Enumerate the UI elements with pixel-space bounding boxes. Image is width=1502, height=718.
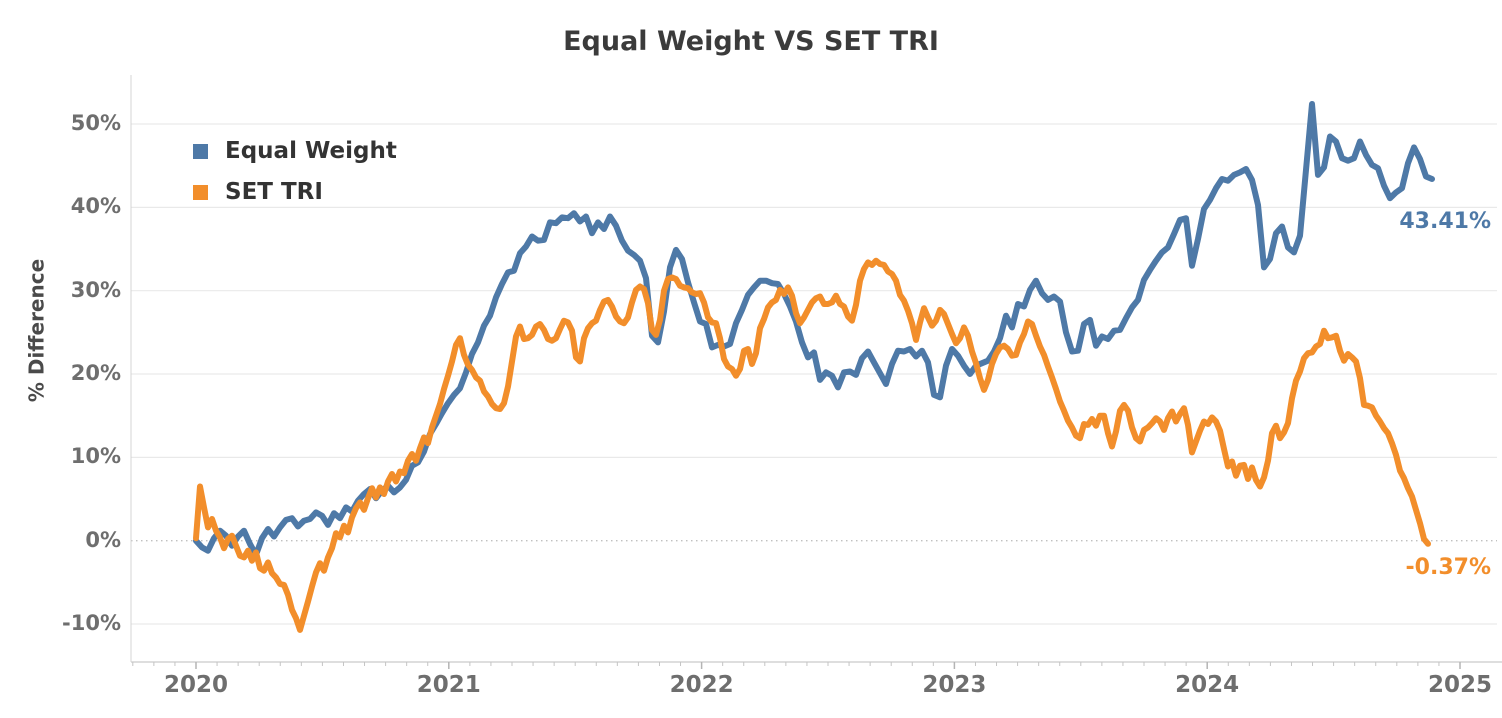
legend-swatch-orange-icon (193, 184, 208, 200)
y-tick-label: 10% (70, 444, 121, 469)
legend-item-set-tri: SET TRI (193, 179, 397, 205)
legend-item-equal-weight: Equal Weight (193, 138, 397, 164)
chart-title: Equal Weight VS SET TRI (563, 26, 939, 57)
series-end-value-equal-weight: 43.41% (1399, 209, 1491, 234)
legend-label: SET TRI (225, 179, 323, 205)
x-tick-label: 2023 (922, 672, 987, 698)
series-end-value-set-tri: -0.37% (1405, 555, 1491, 580)
x-tick-label: 2025 (1427, 672, 1492, 698)
legend: Equal Weight SET TRI (193, 138, 397, 225)
x-tick-label: 2021 (416, 672, 481, 698)
y-tick-label: 0% (85, 527, 121, 552)
x-tick-label: 2020 (163, 672, 228, 698)
y-axis-title: % Difference (24, 258, 49, 403)
legend-label: Equal Weight (225, 138, 397, 164)
x-tick-label: 2022 (669, 672, 734, 698)
y-tick-label: 40% (70, 194, 121, 219)
series-line-equal-weight (193, 101, 1435, 558)
y-tick-label: 30% (70, 277, 121, 302)
y-tick-label: 50% (70, 111, 121, 136)
series-line-set-tri (193, 257, 1431, 633)
legend-swatch-blue-icon (193, 143, 208, 159)
y-tick-label: -10% (62, 611, 121, 636)
y-tick-label: 20% (70, 361, 121, 386)
x-tick-label: 2024 (1175, 672, 1240, 698)
